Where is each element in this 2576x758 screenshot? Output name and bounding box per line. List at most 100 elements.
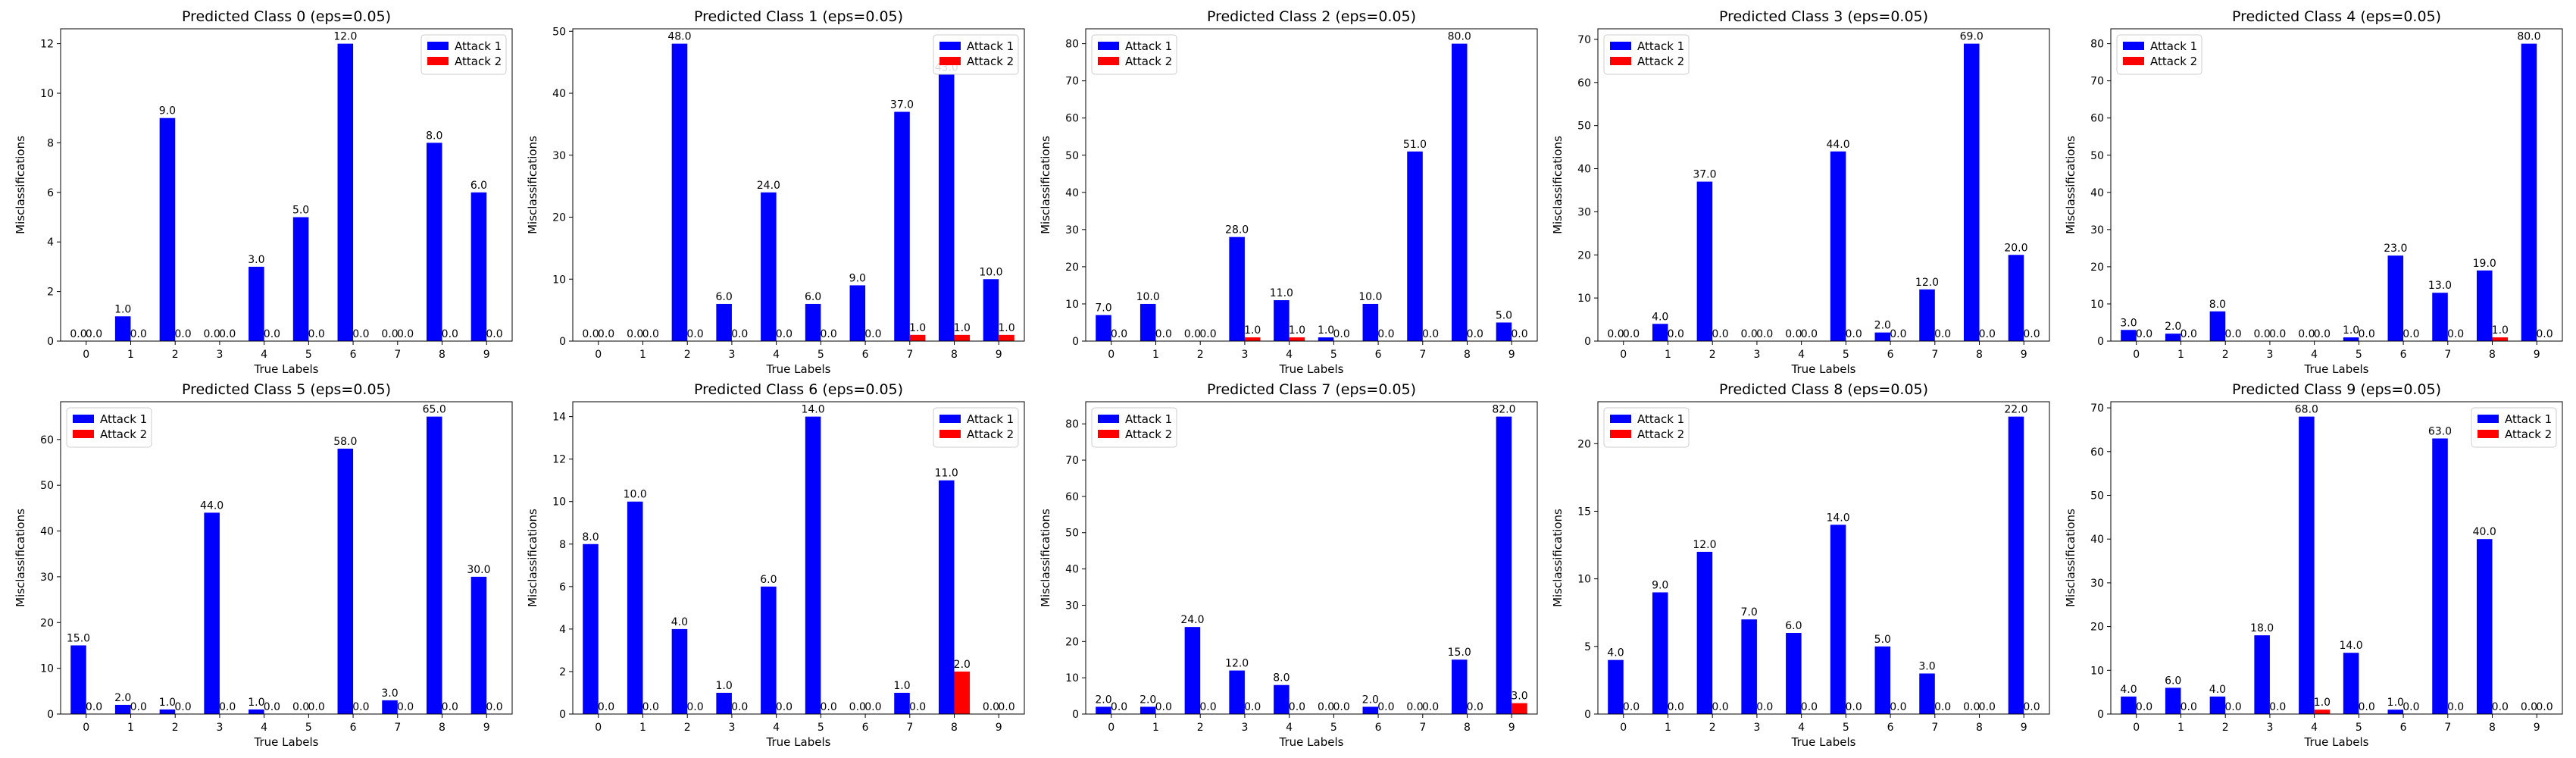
data-label: 4.0 — [2209, 684, 2226, 696]
bar-class-5-series-1-label-8 — [426, 416, 442, 714]
data-label: 5.0 — [1874, 634, 1891, 646]
legend-label: Attack 2 — [455, 55, 502, 68]
x-tick-label: 3 — [1241, 349, 1248, 361]
data-label: 19.0 — [2473, 258, 2496, 270]
bar-class-3-series-1-label-5 — [1830, 151, 1846, 341]
data-label: 6.0 — [470, 180, 487, 192]
x-tick-label: 9 — [996, 349, 1002, 361]
bar-class-5-series-1-label-9 — [470, 576, 487, 714]
x-tick-label: 6 — [862, 349, 869, 361]
data-label: 0.0 — [1607, 328, 1624, 340]
data-label: 0.0 — [1963, 701, 1980, 713]
data-label: 0.0 — [1289, 701, 1305, 713]
x-axis-label: True Labels — [2304, 362, 2369, 376]
plot-frame — [60, 28, 513, 342]
x-tick-label: 2 — [172, 722, 179, 734]
data-label: 0.0 — [642, 328, 659, 340]
legend-swatch — [427, 57, 449, 65]
y-axis-label: Misclassifications — [1551, 136, 1565, 234]
bar-class-7-series-2-label-9 — [1512, 703, 1527, 714]
y-tick-label: 40 — [2090, 187, 2104, 199]
bar-class-2-series-2-label-3 — [1244, 337, 1261, 341]
y-tick-label: 0 — [559, 709, 566, 721]
x-tick-label: 0 — [1108, 722, 1114, 734]
y-tick-label: 80 — [1065, 39, 1079, 51]
data-label: 82.0 — [1492, 404, 1515, 416]
bar-class-9-series-1-label-5 — [2343, 653, 2359, 714]
bar-class-3-series-1-label-1 — [1652, 324, 1668, 341]
legend-swatch — [1098, 57, 1119, 65]
data-label: 0.0 — [2536, 701, 2553, 713]
data-label: 12.0 — [1915, 277, 1939, 289]
bar-class-5-series-1-label-3 — [204, 512, 220, 714]
data-label: 12.0 — [333, 31, 357, 43]
plot-frame — [1597, 401, 2050, 715]
data-label: 0.0 — [86, 701, 102, 713]
plot-frame — [2110, 28, 2563, 342]
data-label: 0.0 — [397, 328, 414, 340]
legend: Attack 1 Attack 2 — [933, 407, 1019, 448]
chart-title: Predicted Class 3 (eps=0.05) — [1719, 8, 1928, 25]
y-tick-label: 20 — [1577, 438, 1591, 450]
y-tick-label: 50 — [1065, 150, 1079, 162]
x-tick-label: 4 — [1286, 349, 1293, 361]
x-tick-label: 1 — [2177, 722, 2184, 734]
y-tick-label: 70 — [2090, 76, 2104, 88]
data-label: 0.0 — [130, 701, 147, 713]
data-label: 0.0 — [308, 328, 325, 340]
y-tick-label: 80 — [2090, 39, 2104, 51]
data-label: 0.0 — [2136, 701, 2152, 713]
legend-swatch — [1610, 430, 1631, 438]
data-label: 2.0 — [1362, 694, 1379, 706]
data-label: 11.0 — [935, 468, 958, 480]
data-label: 0.0 — [1199, 701, 1216, 713]
x-tick-label: 6 — [2400, 722, 2407, 734]
data-label: 2.0 — [2165, 321, 2181, 333]
x-tick-label: 0 — [595, 349, 602, 361]
data-label: 0.0 — [2536, 328, 2553, 340]
plot-frame — [1085, 401, 1538, 715]
x-tick-label: 4 — [261, 722, 267, 734]
y-tick-label: 0 — [2097, 336, 2104, 348]
data-label: 1.0 — [2314, 697, 2331, 709]
data-label: 0.0 — [1756, 701, 1773, 713]
y-tick-label: 10 — [552, 274, 566, 286]
y-tick-label: 60 — [2090, 446, 2104, 459]
data-label: 18.0 — [2250, 622, 2274, 634]
legend-label: Attack 2 — [2150, 55, 2197, 68]
x-tick-label: 1 — [1665, 722, 1671, 734]
bar-class-2-series-2-label-4 — [1289, 337, 1305, 341]
data-label: 0.0 — [2447, 701, 2464, 713]
data-label: 22.0 — [2004, 404, 2027, 416]
data-label: 0.0 — [204, 328, 220, 340]
x-tick-label: 5 — [1843, 349, 1849, 361]
legend-swatch — [73, 415, 94, 423]
x-axis-label: True Labels — [1279, 735, 1344, 749]
y-tick-label: 50 — [1577, 121, 1591, 133]
data-label: 0.0 — [1422, 328, 1439, 340]
y-tick-label: 6 — [47, 187, 54, 199]
data-label: 0.0 — [627, 328, 643, 340]
x-tick-label: 3 — [216, 349, 223, 361]
y-axis-label: Misclassifications — [14, 136, 27, 234]
data-label: 8.0 — [426, 130, 442, 142]
y-tick-label: 70 — [1065, 455, 1079, 467]
x-tick-label: 8 — [439, 722, 445, 734]
legend-label: Attack 1 — [1637, 39, 1684, 53]
bar-class-3-series-1-label-6 — [1874, 332, 1891, 341]
bar-class-4-series-2-label-8 — [2492, 337, 2509, 341]
y-tick-label: 15 — [1577, 506, 1591, 518]
x-tick-label: 3 — [216, 722, 223, 734]
y-tick-label: 10 — [2090, 665, 2104, 677]
x-tick-label: 6 — [1375, 722, 1382, 734]
y-tick-label: 12 — [552, 454, 566, 466]
data-label: 12.0 — [1225, 658, 1249, 670]
data-label: 0.0 — [1979, 701, 1996, 713]
legend-label: Attack 2 — [1125, 428, 1172, 441]
data-label: 28.0 — [1225, 224, 1249, 236]
data-label: 0.0 — [1801, 328, 1818, 340]
y-axis-label: Misclassifications — [1039, 509, 1052, 607]
bar-class-8-series-1-label-7 — [1919, 673, 1935, 714]
y-tick-label: 0 — [47, 709, 54, 721]
data-label: 0.0 — [2521, 701, 2537, 713]
